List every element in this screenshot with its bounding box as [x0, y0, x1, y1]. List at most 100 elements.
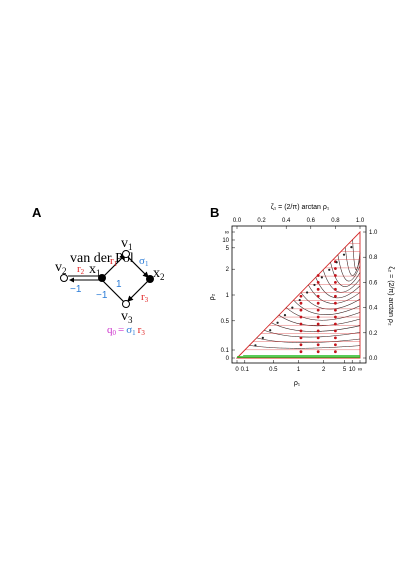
trajectory-point	[328, 268, 331, 271]
trajectory-point	[269, 329, 272, 332]
fixed-point	[316, 336, 320, 340]
label-v1: v1	[121, 236, 133, 252]
trajectory-point	[254, 344, 257, 347]
trajectory-line	[352, 239, 361, 271]
trajectory-line	[337, 254, 361, 282]
trajectory-line-accent	[293, 299, 361, 315]
fixed-point	[299, 322, 303, 326]
fixed-point	[316, 294, 320, 298]
fixed-point	[316, 287, 320, 291]
left-tick-label: 0.1	[221, 348, 230, 354]
trajectory-point	[276, 321, 279, 324]
fixed-point	[334, 294, 337, 298]
fixed-point	[299, 294, 303, 298]
fixed-point	[299, 343, 303, 347]
fixed-point	[334, 301, 337, 305]
left-tick-label: 2	[226, 267, 230, 273]
top-tick-label: 0.4	[282, 218, 291, 224]
node-v2	[60, 274, 68, 282]
right-axis-label: ζ₂ = (2/π) arctan ρ₂	[387, 266, 394, 325]
trajectory-line	[256, 337, 361, 343]
fixed-point	[334, 329, 337, 333]
label-x1: x1	[89, 262, 101, 278]
bottom-tick-label: 0.5	[269, 367, 278, 373]
top-tick-label: 0.0	[233, 218, 242, 224]
edge-label-minus-one-left: −1	[70, 284, 82, 295]
top-tick-label: 0.6	[307, 218, 316, 224]
node-x1	[98, 274, 106, 282]
right-tick-label: 1.0	[369, 230, 378, 236]
left-tick-label: 0	[226, 356, 230, 362]
fixed-point	[316, 308, 320, 312]
fixed-point	[299, 329, 303, 333]
trajectory-line-accent	[271, 322, 361, 332]
trajectory-line-accent	[315, 277, 361, 299]
edge-x1-v3	[102, 280, 126, 304]
fixed-point	[316, 343, 320, 347]
trajectory-line	[330, 262, 361, 287]
bottom-tick-label: 0	[235, 367, 239, 373]
trajectory-point	[283, 314, 287, 317]
right-tick-label: 0.2	[369, 331, 378, 337]
fixed-point	[316, 315, 320, 319]
fixed-point	[334, 287, 337, 291]
trajectory-point	[261, 336, 264, 339]
trajectory-line	[286, 307, 361, 321]
fixed-point	[334, 267, 337, 270]
label-v2: v2	[55, 260, 67, 276]
fixed-point	[334, 350, 337, 354]
trajectory-line	[322, 269, 361, 293]
panel-a-label: A	[32, 205, 42, 220]
trajectory-line	[271, 322, 361, 332]
fixed-point	[334, 343, 337, 347]
fixed-point	[316, 281, 320, 284]
top-tick-label: 0.8	[331, 218, 340, 224]
node-v1	[122, 250, 130, 258]
fixed-point	[334, 322, 337, 326]
fixed-point	[316, 329, 320, 333]
region-triangle	[235, 230, 361, 359]
trajectory-line-accent	[278, 315, 361, 326]
label-x2: x2	[153, 266, 165, 282]
edge-label-r2: r2	[77, 263, 85, 276]
trajectory-line-accent	[256, 337, 361, 343]
fixed-point	[334, 336, 337, 340]
fixed-point	[334, 308, 337, 312]
node-v3	[122, 300, 130, 308]
fixed-point	[316, 301, 320, 305]
right-tick-label: 0.8	[369, 255, 378, 261]
trajectory-point	[306, 291, 309, 294]
trajectory-line-accent	[352, 239, 361, 271]
edge-x2-v3	[127, 280, 149, 302]
trajectory-line	[263, 330, 361, 338]
bottom-tick-label: 5	[343, 367, 347, 373]
edge-x1-v1	[102, 254, 126, 278]
trajectory-point	[320, 276, 323, 279]
panel-b-label: B	[210, 205, 220, 220]
trajectory-point	[291, 306, 294, 309]
right-tick-label: 0.0	[369, 356, 378, 362]
top-axis-label: ζ₁ = (2/π) arctan ρ₁	[271, 204, 330, 211]
trajectory-point	[350, 246, 353, 249]
equation-q0: q0 = σ1 r3	[107, 324, 145, 337]
fixed-point	[316, 322, 320, 326]
trajectory-line	[308, 284, 361, 304]
trajectory-line-accent	[249, 345, 361, 349]
trajectory-line-accent	[286, 307, 361, 321]
left-tick-label: 1	[226, 293, 230, 299]
label-v3: v3	[121, 309, 133, 325]
trajectory-line-accent	[322, 269, 361, 293]
edge-v1-x2	[126, 255, 149, 278]
phase-portrait	[235, 230, 361, 359]
left-tick-label: 5	[226, 246, 230, 252]
right-tick-label: 0.4	[369, 306, 378, 312]
fixed-point	[316, 274, 320, 277]
panel-b-plot: ζ₁ = (2/π) arctan ρ₁ ρ₁ ρ₂ ζ₂ = (2/π) ar…	[209, 204, 394, 387]
fixed-point	[316, 350, 320, 354]
panel-a-network: van der Pol v1 v2 v3 x1 x2 r1 r2 r3 σ1 1…	[55, 236, 165, 337]
fixed-point	[299, 350, 303, 354]
trajectory-line	[249, 345, 361, 349]
edge-label-r1: r1	[110, 255, 118, 268]
